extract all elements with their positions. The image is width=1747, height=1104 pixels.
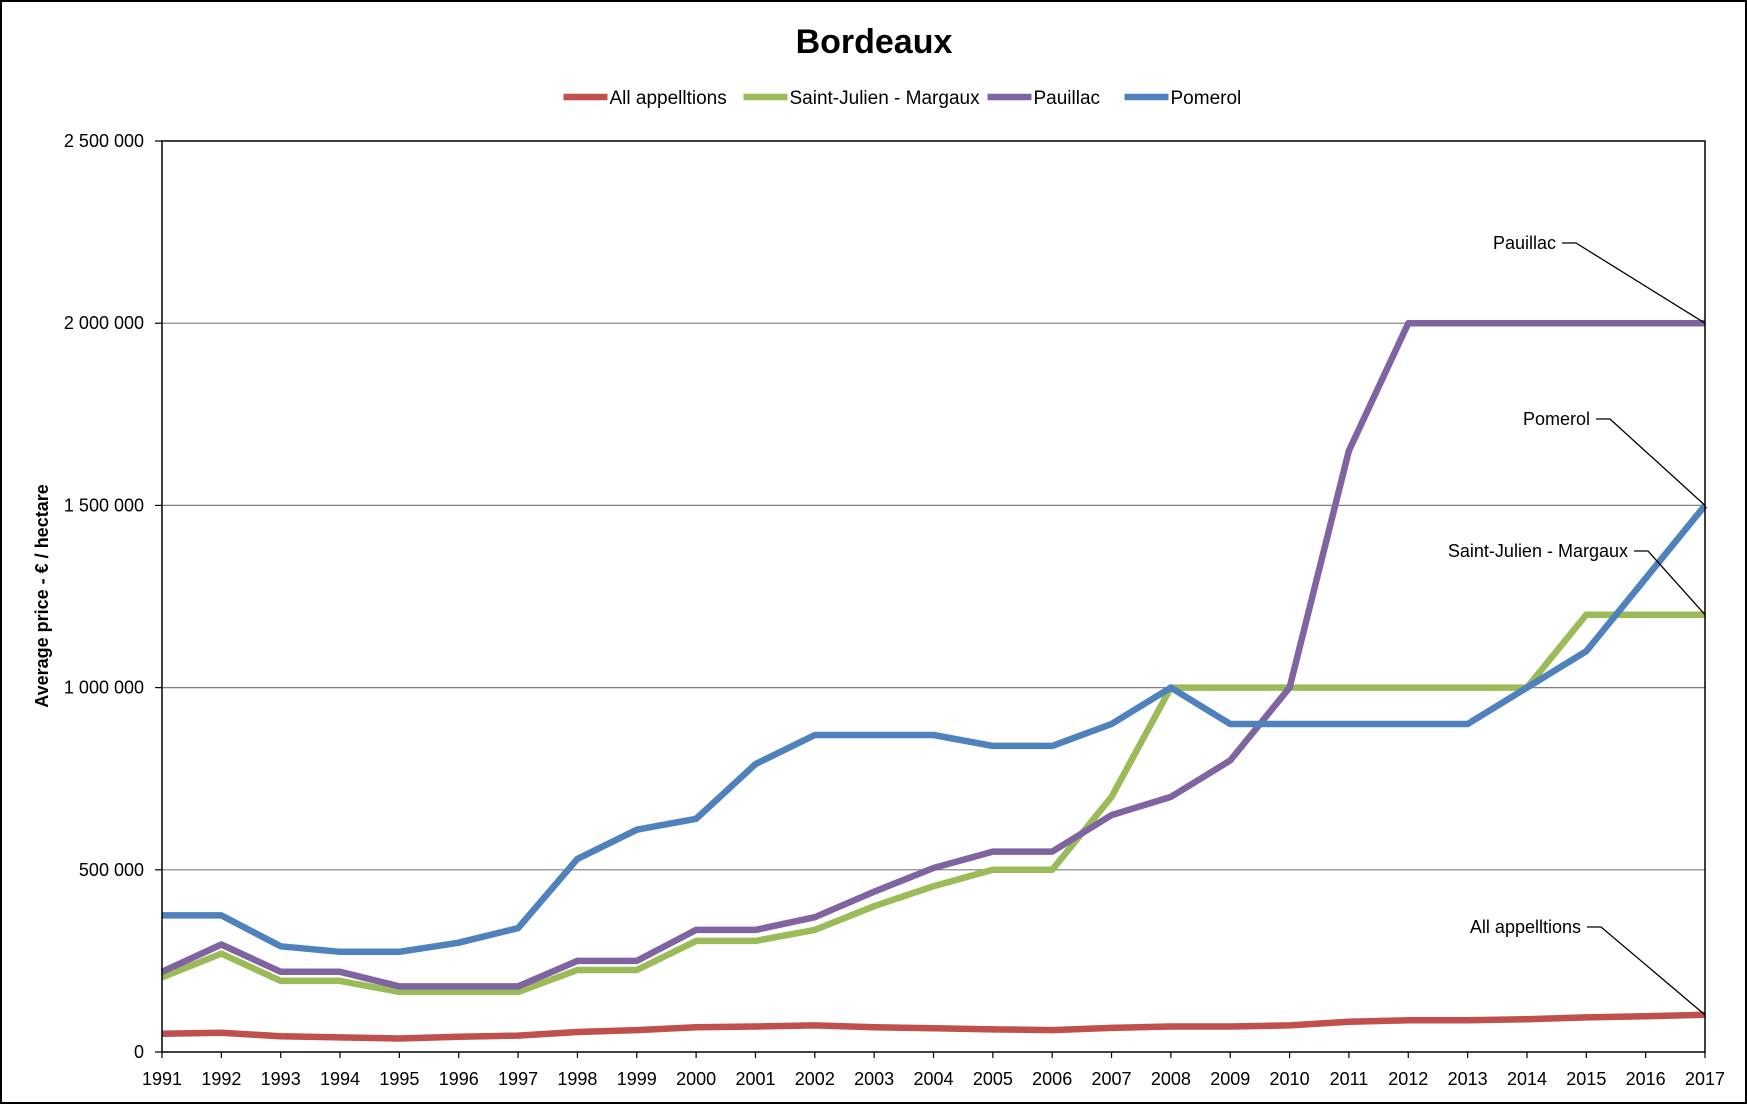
chart-title: Bordeaux <box>796 23 953 61</box>
legend-label-saint-julien-margaux: Saint-Julien - Margaux <box>790 88 981 109</box>
x-tick-label: 2010 <box>1270 1069 1310 1089</box>
x-tick-label: 2001 <box>735 1069 775 1089</box>
x-axis-ticks: 1991 1992 1993 1994 1995 1996 1997 1998 1999 2000… <box>142 1052 1725 1089</box>
y-tick-label: 2 500 000 <box>64 131 144 151</box>
y-axis-ticks: 0 500 000 1 000 000 1 500 000 2 000 000 2 500… <box>64 131 162 1062</box>
x-tick-label: 2017 <box>1685 1069 1725 1089</box>
x-tick-label: 2003 <box>854 1069 894 1089</box>
annotation-saint-julien-margaux: Saint-Julien - Margaux <box>1448 541 1628 561</box>
annotation-leader-all-appelltions <box>1587 926 1706 1016</box>
x-tick-label: 1991 <box>142 1069 182 1089</box>
y-tick-label: 0 <box>134 1042 144 1062</box>
legend-label-pauillac: Pauillac <box>1034 88 1101 109</box>
x-tick-label: 1995 <box>379 1069 419 1089</box>
x-tick-label: 2006 <box>1032 1069 1072 1089</box>
x-tick-label: 2000 <box>676 1069 716 1089</box>
y-tick-label: 500 000 <box>79 860 144 880</box>
y-tick-label: 1 000 000 <box>64 678 144 698</box>
x-tick-label: 2005 <box>973 1069 1013 1089</box>
x-tick-label: 2012 <box>1388 1069 1428 1089</box>
y-tick-label: 2 000 000 <box>64 313 144 333</box>
plot-area-border <box>161 140 1706 1053</box>
x-tick-label: 2015 <box>1566 1069 1606 1089</box>
y-axis-label: Average price - € / hectare <box>32 484 52 707</box>
annotation-leader-pauillac <box>1562 242 1706 324</box>
x-tick-label: 1992 <box>201 1069 241 1089</box>
legend-label-pomerol: Pomerol <box>1171 88 1242 109</box>
annotation-all-appelltions: All appelltions <box>1470 917 1581 937</box>
x-tick-label: 1994 <box>320 1069 360 1089</box>
annotations: Pauillac Pomerol Saint-Julien - Margaux All… <box>1448 233 1706 1016</box>
x-tick-label: 1999 <box>617 1069 657 1089</box>
x-tick-label: 2013 <box>1448 1069 1488 1089</box>
y-tick-label: 1 500 000 <box>64 495 144 515</box>
x-tick-label: 2016 <box>1626 1069 1666 1089</box>
x-tick-label: 2011 <box>1330 1069 1369 1089</box>
series-lines <box>160 319 1708 1042</box>
annotation-leader-saint-julien-margaux <box>1634 550 1706 616</box>
x-tick-label: 2002 <box>795 1069 835 1089</box>
x-tick-label: 1997 <box>498 1069 538 1089</box>
legend: All appelltions Saint-Julien - Margaux Pau… <box>563 88 1242 109</box>
legend-label-all-appelltions: All appelltions <box>610 88 727 109</box>
x-tick-label: 2004 <box>913 1069 953 1089</box>
x-tick-label: 1996 <box>439 1069 479 1089</box>
annotation-pauillac: Pauillac <box>1493 233 1556 253</box>
annotation-pomerol: Pomerol <box>1523 409 1590 429</box>
x-tick-label: 1998 <box>557 1069 597 1089</box>
x-tick-label: 2009 <box>1210 1069 1250 1089</box>
x-tick-label: 2008 <box>1151 1069 1191 1089</box>
annotation-leader-pomerol <box>1596 418 1706 506</box>
x-tick-label: 2007 <box>1092 1069 1132 1089</box>
x-tick-label: 2014 <box>1507 1069 1547 1089</box>
x-tick-label: 1993 <box>261 1069 301 1089</box>
